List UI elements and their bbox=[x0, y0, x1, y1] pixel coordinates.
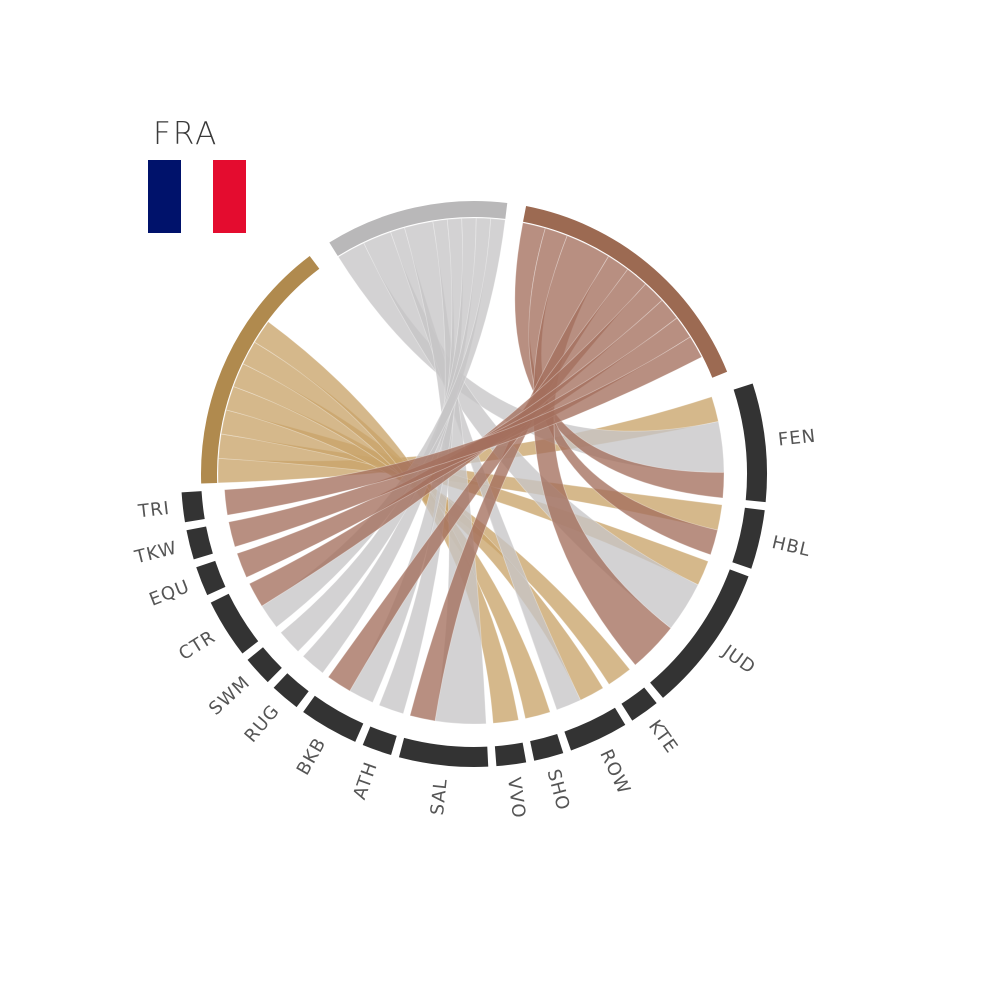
france-flag-icon bbox=[148, 160, 246, 233]
sport-arc-equ bbox=[196, 560, 226, 596]
arc-layer bbox=[181, 200, 768, 767]
ribbon-layer bbox=[217, 217, 725, 725]
sport-label-vvo: VVO bbox=[503, 776, 529, 820]
sport-arc-vvo bbox=[494, 742, 527, 767]
sport-label-swm: SWM bbox=[205, 672, 254, 720]
sport-label-fen: FEN bbox=[777, 426, 817, 451]
sport-arc-ath bbox=[362, 726, 397, 756]
flag-stripe-white bbox=[181, 160, 214, 233]
sport-label-rug: RUG bbox=[241, 701, 285, 747]
sport-label-ctr: CTR bbox=[175, 626, 219, 664]
sport-arc-swm bbox=[247, 647, 282, 683]
sport-label-jud: JUD bbox=[718, 641, 760, 679]
medal-arc-gold bbox=[201, 255, 320, 484]
sport-arc-tri bbox=[181, 491, 205, 523]
sport-arc-bkb bbox=[303, 695, 364, 742]
sport-arc-sho bbox=[530, 734, 564, 761]
sport-arc-hbl bbox=[732, 507, 765, 569]
sport-label-tkw: TKW bbox=[132, 537, 180, 568]
ribbon-bronze-tri bbox=[224, 336, 703, 516]
sport-label-bkb: BKB bbox=[293, 734, 331, 779]
sport-arc-jud bbox=[650, 569, 749, 698]
sport-arc-ctr bbox=[210, 593, 259, 654]
ribbon-silver-ctr bbox=[261, 218, 506, 628]
sport-arc-rug bbox=[273, 673, 309, 708]
sport-label-kte: KTE bbox=[644, 716, 682, 757]
sport-arc-sal bbox=[398, 737, 489, 767]
sport-label-equ: EQU bbox=[146, 576, 193, 611]
sport-arc-row bbox=[564, 707, 626, 751]
medal-arc-silver bbox=[329, 200, 508, 257]
sport-label-sho: SHO bbox=[542, 767, 573, 813]
medal-arc-bronze bbox=[523, 206, 728, 378]
sport-label-tri: TRI bbox=[136, 498, 171, 523]
sport-arc-tkw bbox=[186, 526, 213, 560]
sport-arc-fen bbox=[733, 383, 768, 503]
flag-stripe-red bbox=[213, 160, 246, 233]
sport-arc-kte bbox=[621, 687, 657, 721]
flag-stripe-blue bbox=[148, 160, 181, 233]
sport-label-hbl: HBL bbox=[770, 532, 813, 561]
sport-label-row: ROW bbox=[595, 746, 634, 798]
country-code: FRA bbox=[153, 116, 219, 152]
sport-label-ath: ATH bbox=[349, 759, 382, 802]
sport-label-sal: SAL bbox=[427, 777, 452, 816]
